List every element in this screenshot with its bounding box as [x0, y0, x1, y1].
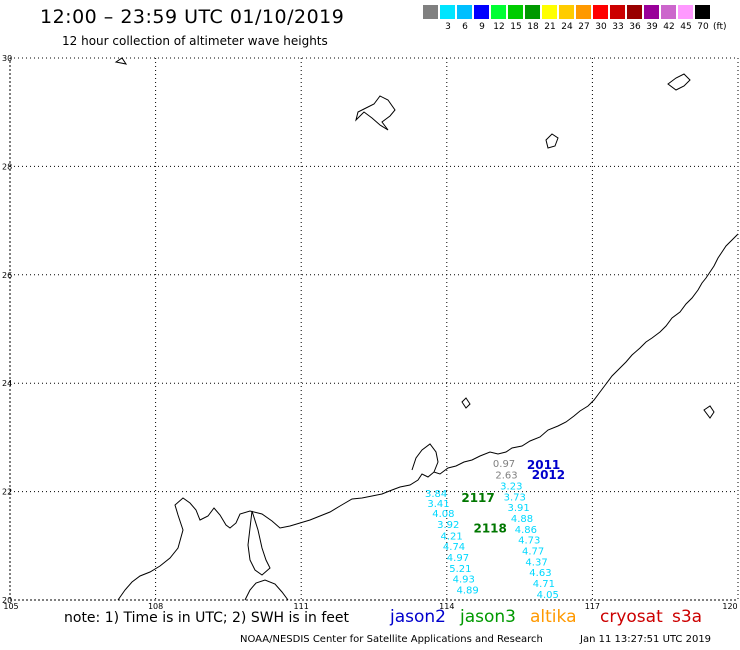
scale-label: 42	[663, 22, 675, 32]
island-ne-4	[703, 405, 715, 419]
lat-tick-label: 20	[2, 596, 12, 605]
map-subtitle: 12 hour collection of altimeter wave hei…	[62, 34, 328, 48]
scale-label: 12	[493, 22, 505, 32]
scale-label: 18	[527, 22, 539, 32]
swh-value-label: 3.41	[427, 499, 449, 510]
scale-label: 36	[629, 22, 641, 32]
satellite-legend-item: s3a	[672, 607, 703, 627]
scale-swatch	[457, 5, 473, 19]
lat-tick-label: 22	[2, 488, 12, 497]
lon-tick-label: 105	[3, 602, 18, 611]
scale-label: 33	[612, 22, 624, 32]
swh-value-label: 4.74	[443, 542, 465, 553]
scale-label: 30	[595, 22, 607, 32]
scale-swatch	[508, 5, 524, 19]
swh-value-label: 5.21	[449, 564, 471, 575]
scale-label: 21	[544, 22, 556, 32]
swh-value-label: 2.63	[495, 471, 517, 482]
scale-label: 6	[462, 22, 468, 32]
scale-swatch	[695, 5, 711, 19]
swh-value-label: 4.77	[522, 546, 544, 557]
scale-swatch	[627, 5, 643, 19]
scale-label: 9	[479, 22, 485, 32]
swh-value-label: 4.71	[533, 579, 555, 590]
lon-tick-label: 111	[294, 602, 309, 611]
lat-tick-label: 30	[2, 54, 12, 63]
swh-value-label: 3.73	[504, 492, 526, 503]
scale-swatch	[491, 5, 507, 19]
map-title: 12:00 – 23:59 UTC 01/10/2019	[40, 6, 345, 28]
track-time-label: 2011	[527, 458, 560, 472]
scale-unit: (ft)	[713, 22, 727, 32]
swh-value-label: 4.86	[515, 525, 537, 536]
island-north-3	[667, 73, 691, 91]
hainan-north-coast	[244, 579, 289, 601]
scale-label: 24	[561, 22, 573, 32]
island-5	[461, 397, 471, 409]
scale-label: 27	[578, 22, 590, 32]
scale-swatch	[644, 5, 660, 19]
island-north-2	[545, 133, 559, 149]
scale-swatch	[559, 5, 575, 19]
swh-value-label: 4.08	[432, 509, 454, 520]
swh-value-label: 4.97	[447, 553, 469, 564]
swh-value-label: 4.21	[440, 531, 462, 542]
track-time-label: 2118	[473, 521, 506, 535]
swh-value-label: 4.05	[537, 590, 559, 601]
scale-swatch	[525, 5, 541, 19]
lon-tick-label: 114	[439, 602, 454, 611]
island-6	[114, 57, 128, 65]
scale-swatch	[542, 5, 558, 19]
lon-tick-label: 108	[148, 602, 163, 611]
lat-lon-grid	[9, 57, 739, 601]
coastline	[114, 57, 739, 601]
lon-tick-label: 120	[722, 602, 737, 611]
swh-value-label: 3.92	[437, 520, 459, 531]
swh-value-label: 4.93	[453, 575, 475, 586]
mainland-coastline	[117, 233, 739, 601]
scale-swatch	[440, 5, 456, 19]
map-frame	[9, 57, 739, 601]
altimeter-tracks: 3.843.414.083.924.214.744.975.214.934.89…	[425, 458, 565, 601]
scale-swatch	[678, 5, 694, 19]
scale-swatch	[423, 5, 439, 19]
swh-value-label: 4.88	[511, 514, 533, 525]
swh-value-label: 0.97	[493, 459, 515, 470]
scale-swatch	[474, 5, 490, 19]
swh-value-label: 4.37	[525, 557, 547, 568]
scale-swatch	[576, 5, 592, 19]
swh-value-label: 4.73	[518, 536, 540, 547]
swh-value-label: 3.84	[425, 489, 447, 500]
swh-value-label: 3.23	[500, 481, 522, 492]
scale-swatch	[593, 5, 609, 19]
scale-label: 39	[646, 22, 658, 32]
lon-tick-label: 117	[585, 602, 600, 611]
satellite-legend-item: jason3	[460, 607, 516, 627]
leizhou-peninsula	[247, 510, 271, 576]
track-time-label: 2012	[532, 468, 565, 482]
scale-label: 15	[510, 22, 522, 32]
lat-tick-label: 28	[2, 162, 12, 171]
scale-label: 45	[680, 22, 692, 32]
island-taiwan-strait-1	[355, 95, 396, 131]
pearl-river-estuary	[411, 443, 439, 473]
lat-tick-label: 24	[2, 379, 12, 388]
scale-swatch	[661, 5, 677, 19]
scale-label: 70	[697, 22, 709, 32]
swh-value-label: 4.63	[529, 568, 551, 579]
lat-tick-label: 26	[2, 271, 12, 280]
credit-text: NOAA/NESDIS Center for Satellite Applica…	[240, 634, 543, 645]
track-time-label: 2117	[461, 491, 494, 505]
swh-value-label: 4.89	[457, 585, 479, 596]
scale-swatch	[610, 5, 626, 19]
satellite-legend-item: jason2	[390, 607, 446, 627]
generation-timestamp: Jan 11 13:27:51 UTC 2019	[580, 634, 712, 645]
satellite-legend-item: cryosat	[600, 607, 663, 627]
swh-value-label: 3.91	[507, 503, 529, 514]
footer-note: note: 1) Time is in UTC; 2) SWH is in fe…	[64, 610, 350, 626]
axis-tick-labels: 105 108 111 114 117 120 20 22 24 26 28 30	[2, 54, 738, 611]
scale-label: 3	[445, 22, 451, 32]
satellite-legend-item: altika	[530, 607, 577, 627]
